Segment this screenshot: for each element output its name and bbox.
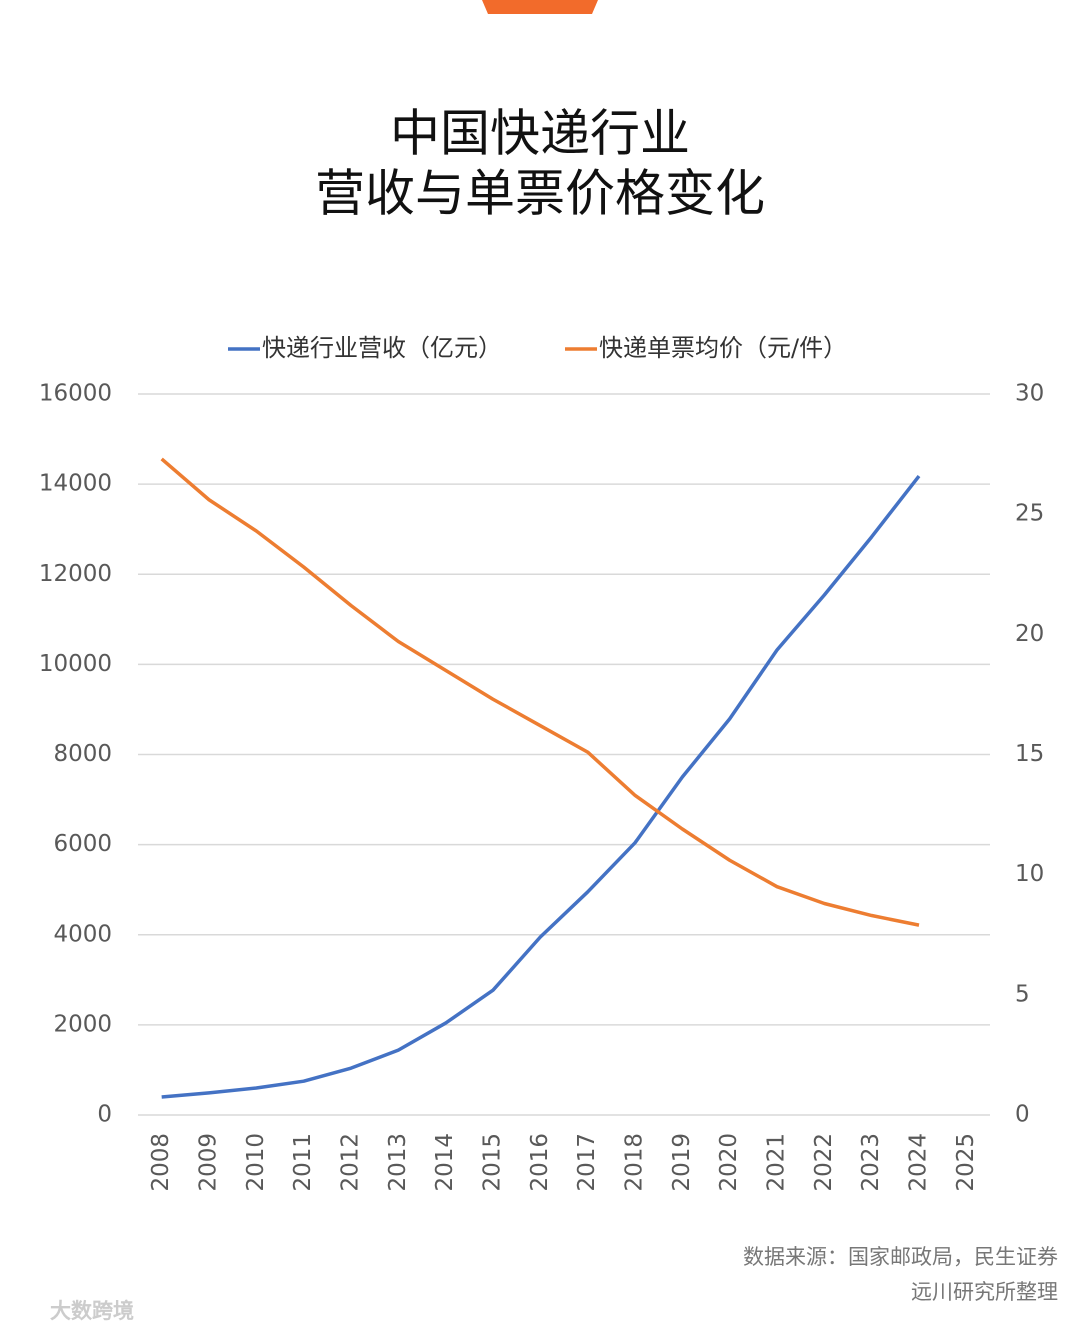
x-tick-label: 2009 — [196, 1133, 222, 1192]
source-note: 数据来源：国家邮政局，民生证券 — [743, 1245, 1058, 1269]
top-tab — [482, 0, 598, 14]
y-tick-label: 10000 — [39, 651, 112, 677]
x-tick-label: 2014 — [432, 1133, 458, 1192]
x-tick-label: 2021 — [764, 1133, 790, 1192]
x-tick-label: 2013 — [385, 1133, 411, 1192]
y-tick-label: 8000 — [53, 741, 112, 767]
x-tick-label: 2023 — [858, 1133, 884, 1192]
x-tick-label: 2020 — [716, 1133, 742, 1192]
x-tick-label: 2025 — [953, 1133, 979, 1192]
y2-tick-label: 0 — [1015, 1102, 1030, 1128]
x-tick-label: 2010 — [243, 1133, 269, 1192]
x-tick-label: 2017 — [574, 1133, 600, 1192]
legend-label: 快递单票均价（元/件） — [599, 334, 847, 362]
source-note: 远川研究所整理 — [911, 1280, 1058, 1304]
y2-tick-label: 15 — [1015, 741, 1044, 767]
y-tick-label: 2000 — [53, 1011, 112, 1037]
chart-title: 中国快递行业 — [390, 105, 690, 163]
x-tick-label: 2016 — [527, 1133, 553, 1192]
y2-tick-label: 10 — [1015, 861, 1044, 887]
series-line — [161, 474, 921, 1099]
watermark: 大数跨境 — [50, 1299, 134, 1323]
x-tick-label: 2022 — [811, 1133, 837, 1192]
y-tick-label: 16000 — [39, 381, 112, 407]
y2-tick-label: 20 — [1015, 621, 1044, 647]
y2-tick-label: 30 — [1015, 381, 1044, 407]
y-tick-label: 14000 — [39, 471, 112, 497]
y-tick-label: 0 — [97, 1102, 112, 1128]
y2-tick-label: 25 — [1015, 501, 1044, 527]
legend-label: 快递行业营收（亿元） — [262, 334, 502, 362]
x-tick-label: 2015 — [480, 1133, 506, 1192]
series-line — [160, 457, 920, 927]
y2-tick-label: 5 — [1015, 981, 1030, 1007]
y-tick-label: 12000 — [39, 561, 112, 587]
y-tick-label: 4000 — [53, 921, 112, 947]
x-tick-label: 2012 — [338, 1133, 364, 1192]
x-tick-label: 2008 — [148, 1133, 174, 1192]
x-tick-label: 2011 — [290, 1133, 316, 1192]
x-tick-label: 2018 — [622, 1133, 648, 1192]
chart-title: 营收与单票价格变化 — [315, 165, 765, 223]
x-tick-label: 2019 — [669, 1133, 695, 1192]
y-tick-label: 6000 — [53, 831, 112, 857]
x-tick-label: 2024 — [906, 1133, 932, 1192]
